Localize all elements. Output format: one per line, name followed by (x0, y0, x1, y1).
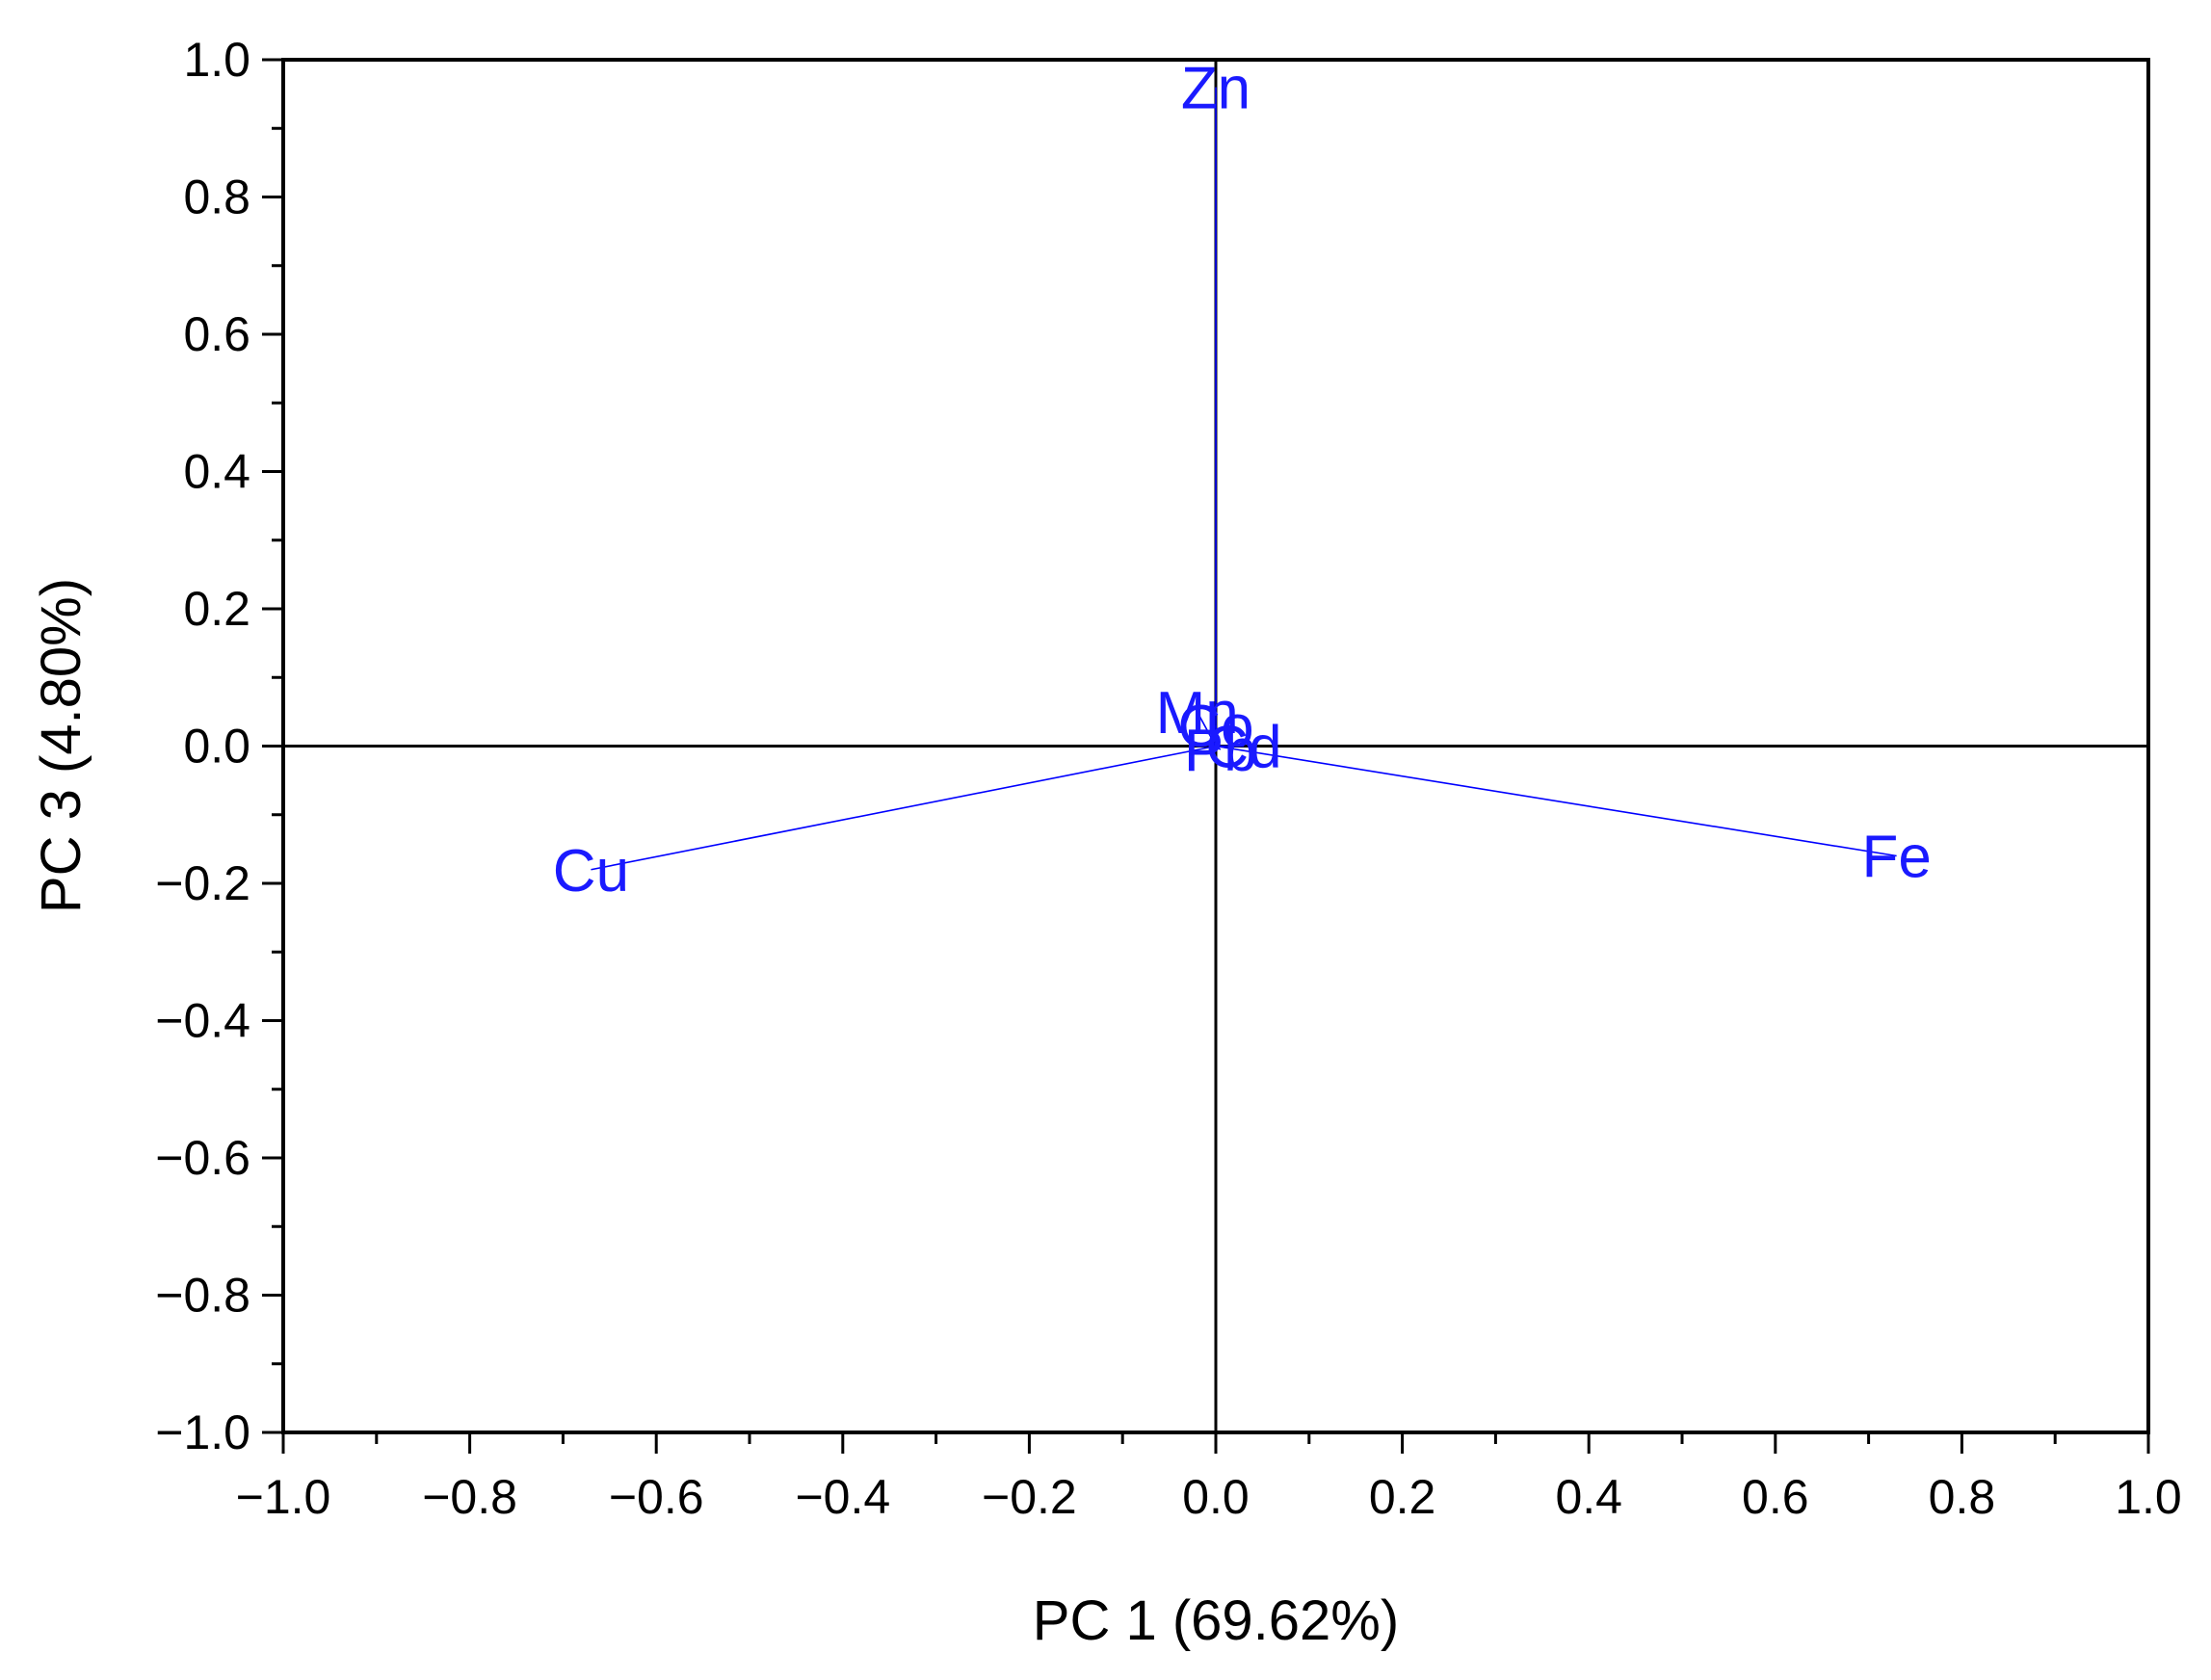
x-axis-title: PC 1 (69.62%) (1033, 1589, 1399, 1652)
vector-mn (1196, 711, 1217, 747)
y-tick-label: −0.2 (155, 856, 250, 910)
x-tick-label: 0.0 (1182, 1470, 1250, 1524)
x-tick-label: 0.4 (1555, 1470, 1622, 1524)
y-tick-label: 0.0 (183, 720, 250, 774)
vector-cu (591, 745, 1217, 871)
vector-fe (1215, 745, 1897, 857)
x-tick-label: 1.0 (2115, 1470, 2182, 1524)
y-tick-label: 0.2 (183, 582, 250, 636)
x-tick-label: −0.2 (982, 1470, 1077, 1524)
y-tick-label: 0.6 (183, 307, 250, 361)
y-tick-label: −0.4 (155, 994, 250, 1048)
label-pb: Pb (1184, 718, 1257, 784)
y-tick-label: 0.8 (183, 171, 250, 224)
label-fe: Fe (1861, 825, 1931, 891)
vector-pb (1215, 745, 1222, 750)
y-tick-label: 1.0 (183, 33, 250, 87)
label-cu: Cu (553, 838, 629, 905)
label-co: Co (1177, 694, 1253, 760)
y-tick-label: 0.4 (183, 445, 250, 499)
x-tick-labels: −1.0 −0.8 −0.6 −0.4 −0.2 0.0 0.2 0.4 0.6 0.8 1.0 (236, 1470, 2182, 1524)
y-tick-label: −1.0 (155, 1405, 250, 1459)
x-tick-label: −1.0 (236, 1470, 331, 1524)
label-cd: Cd (1205, 715, 1281, 781)
loading-vectors (591, 87, 1897, 871)
y-tick-label: −0.8 (155, 1269, 250, 1323)
axis-ticks (262, 58, 2150, 1454)
x-tick-label: −0.6 (609, 1470, 704, 1524)
label-zn: Zn (1181, 56, 1250, 122)
y-tick-label: −0.6 (155, 1131, 250, 1185)
x-tick-label: −0.4 (795, 1470, 890, 1524)
x-tick-label: −0.8 (422, 1470, 517, 1524)
y-tick-labels: 1.0 0.8 0.6 0.4 0.2 0.0 −0.2 −0.4 −0.6 −0.8 −1.0 (155, 33, 250, 1459)
x-tick-label: 0.2 (1369, 1470, 1436, 1524)
label-mn: Mn (1156, 680, 1239, 747)
x-tick-label: 0.6 (1742, 1470, 1809, 1524)
x-tick-label: 0.8 (1929, 1470, 1996, 1524)
y-axis-title: PC 3 (4.80%) (30, 578, 92, 913)
